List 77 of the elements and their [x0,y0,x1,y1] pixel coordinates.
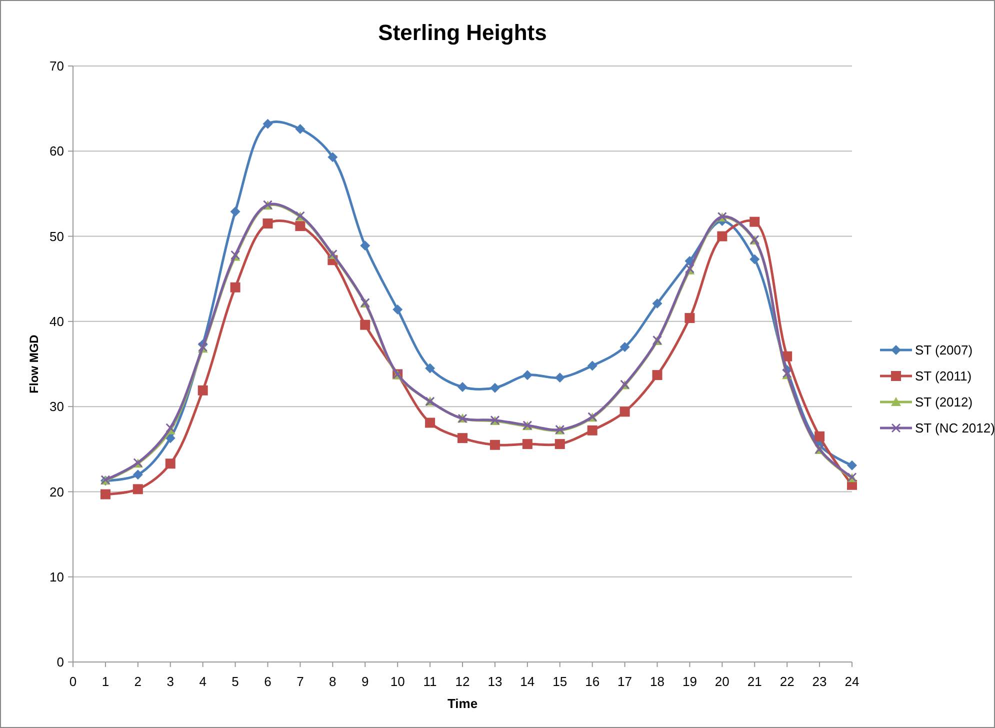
point [522,370,532,380]
point [230,282,240,292]
y-axis-title: Flow MGD [27,334,41,394]
point [132,470,143,480]
x-axis-title: Time [447,696,478,711]
point [295,124,306,134]
point [262,218,273,229]
x-tick-label: 6 [264,674,272,689]
y-tick-label: 70 [50,58,64,74]
y-tick-label: 30 [50,399,64,414]
point [717,231,728,242]
y-tick-label: 60 [50,144,64,159]
x-tick-label: 16 [585,674,600,689]
x-tick-label: 21 [747,674,762,689]
x-tick-label: 8 [329,674,336,689]
y-tick-label: 10 [50,569,64,584]
x-tick-label: 13 [488,674,502,689]
x-tick-label: 24 [844,674,860,689]
x-tick-label: 7 [296,674,304,689]
point [198,385,208,396]
legend-label: ST (2007) [915,342,973,358]
x-tick-label: 18 [650,674,664,689]
point [587,360,598,371]
point [652,298,662,309]
legend-label: ST (2012) [915,394,973,410]
x-tick-label: 20 [714,674,730,689]
point [554,439,565,450]
point [100,489,110,500]
point [425,363,436,374]
point [230,206,240,217]
point [165,458,176,469]
x-tick-label: 4 [199,674,206,689]
x-tick-label: 11 [423,674,437,689]
x-tick-label: 23 [812,674,827,689]
point [522,439,532,450]
point [620,342,630,352]
x-tick-label: 15 [552,674,568,689]
x-tick-label: 1 [102,674,110,689]
point [458,382,468,392]
x-tick-label: 12 [455,674,470,689]
point [262,118,273,129]
point [620,406,630,417]
point [490,382,500,393]
x-tick-label: 5 [232,674,239,689]
point [684,313,695,324]
point [554,372,565,383]
point [132,484,143,494]
x-tick-label: 9 [362,674,369,689]
point [750,216,760,227]
x-tick-label: 3 [166,674,174,689]
x-tick-label: 10 [390,674,405,689]
x-tick-label: 22 [780,674,794,689]
point [295,221,306,232]
point [750,254,760,264]
y-tick-label: 0 [56,654,64,670]
point [458,433,468,444]
x-tick-label: 2 [134,674,142,689]
y-tick-label: 20 [50,484,64,500]
point [652,370,662,380]
x-tick-label: 0 [69,674,77,689]
y-tick-label: 50 [50,228,64,244]
point [814,431,825,442]
x-tick-label: 19 [682,674,697,689]
point [587,425,598,436]
point [847,460,857,470]
y-tick-label: 40 [50,314,64,329]
legend-label: ST (2011) [915,368,972,384]
point [490,440,500,450]
legend-label: ST (NC 2012) [915,420,995,436]
point [328,152,338,162]
chart-title: Sterling Heights [378,20,547,45]
x-tick-label: 17 [618,674,632,689]
point [360,320,370,330]
point [360,240,370,251]
point [392,304,403,315]
x-tick-label: 14 [520,674,535,689]
point [425,418,436,428]
